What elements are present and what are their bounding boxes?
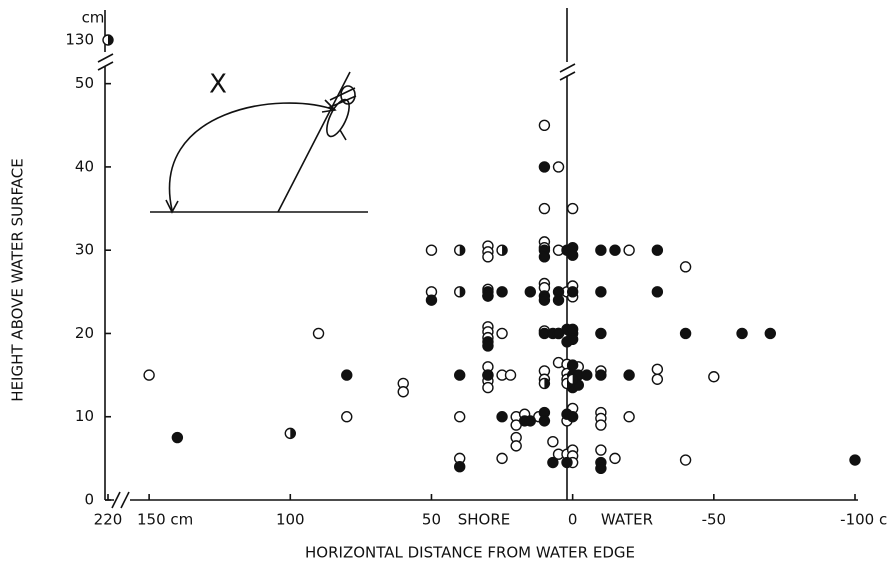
point-filled — [566, 286, 579, 298]
y-unit: cm — [82, 9, 105, 27]
point-filled — [595, 244, 607, 256]
point-open — [312, 327, 325, 340]
point-filled — [482, 290, 494, 302]
inset-label: X — [209, 70, 227, 100]
point-half-fill — [108, 35, 113, 45]
point-filled — [524, 415, 536, 427]
point-open — [623, 411, 635, 423]
point-filled — [595, 462, 607, 475]
y-tick-label: 30 — [75, 241, 94, 259]
point-filled — [595, 327, 607, 340]
point-filled — [496, 411, 508, 423]
point-open — [397, 386, 409, 398]
point-filled — [623, 369, 635, 381]
point-open — [496, 452, 508, 465]
point-filled — [849, 454, 861, 466]
y-axis-title: HEIGHT ABOVE WATER SURFACE — [9, 158, 27, 401]
point-filled — [566, 359, 579, 371]
point-filled — [482, 340, 494, 352]
point-filled — [595, 286, 607, 298]
point-open — [504, 369, 517, 381]
point-filled — [496, 286, 508, 298]
point-filled — [561, 456, 573, 469]
point-open — [510, 440, 522, 452]
point-filled — [482, 369, 494, 381]
point-open — [595, 444, 607, 456]
point-half-fill — [459, 286, 465, 297]
inset-diagram — [150, 71, 368, 214]
point-open — [623, 244, 635, 256]
point-filled — [425, 294, 438, 306]
point-open — [341, 411, 353, 423]
annotation: SHORE — [458, 511, 511, 529]
point-filled — [454, 369, 466, 381]
axis-break — [97, 52, 576, 509]
point-filled — [679, 327, 692, 340]
point-open — [482, 251, 494, 263]
point-filled — [566, 333, 579, 345]
point-half-fill — [459, 245, 465, 256]
y-tick-label: 10 — [75, 407, 94, 425]
point-filled — [581, 369, 593, 381]
x-tick-label: -50 — [702, 511, 727, 529]
point-filled — [736, 327, 748, 340]
point-filled — [651, 286, 664, 298]
point-open — [552, 161, 565, 173]
point-filled — [552, 294, 565, 306]
point-filled — [538, 294, 551, 306]
point-filled — [651, 244, 664, 256]
y-tick-label: 20 — [75, 324, 94, 342]
point-half-fill — [544, 378, 550, 389]
y-tick-label: 50 — [75, 74, 94, 92]
point-open — [143, 369, 155, 381]
point-half-fill — [572, 374, 578, 385]
x-tick-label: 150 cm — [137, 511, 193, 529]
y-tick-label: 40 — [75, 157, 94, 175]
point-open — [609, 452, 621, 465]
y-tick-label: 0 — [84, 491, 94, 509]
x-axis-title: HORIZONTAL DISTANCE FROM WATER EDGE — [305, 544, 635, 562]
point-filled — [547, 456, 559, 469]
point-open — [708, 371, 720, 383]
point-filled — [764, 327, 776, 340]
point-open — [566, 202, 579, 215]
point-filled — [538, 251, 551, 263]
point-open — [496, 327, 508, 340]
point-filled — [538, 415, 551, 427]
point-filled — [566, 249, 579, 261]
point-filled — [595, 369, 607, 381]
point-open — [595, 419, 607, 431]
x-tick-label: 220 — [94, 511, 123, 529]
point-open — [454, 411, 466, 423]
point-open — [547, 436, 559, 448]
point-open — [651, 363, 664, 375]
x-tick-label: 0 — [568, 511, 578, 529]
point-open — [425, 244, 438, 256]
annotation: WATER — [601, 511, 653, 529]
point-filled — [609, 244, 621, 256]
point-filled — [524, 286, 536, 298]
point-filled — [538, 161, 551, 173]
x-tick-label: 100 — [276, 511, 305, 529]
point-half-fill — [290, 428, 296, 439]
point-open — [651, 373, 664, 385]
point-filled — [566, 411, 579, 423]
point-open — [538, 202, 551, 215]
point-open — [679, 454, 692, 466]
x-tick-label: 50 — [422, 511, 441, 529]
point-open — [538, 119, 551, 131]
point-filled — [454, 460, 466, 473]
point-open — [482, 381, 494, 394]
point-open — [679, 261, 692, 273]
point-filled — [341, 369, 353, 381]
y-tick-label: 130 — [65, 31, 94, 49]
x-tick-label: -100 cm — [840, 511, 888, 529]
point-half-fill — [502, 245, 508, 256]
point-filled — [171, 431, 184, 444]
